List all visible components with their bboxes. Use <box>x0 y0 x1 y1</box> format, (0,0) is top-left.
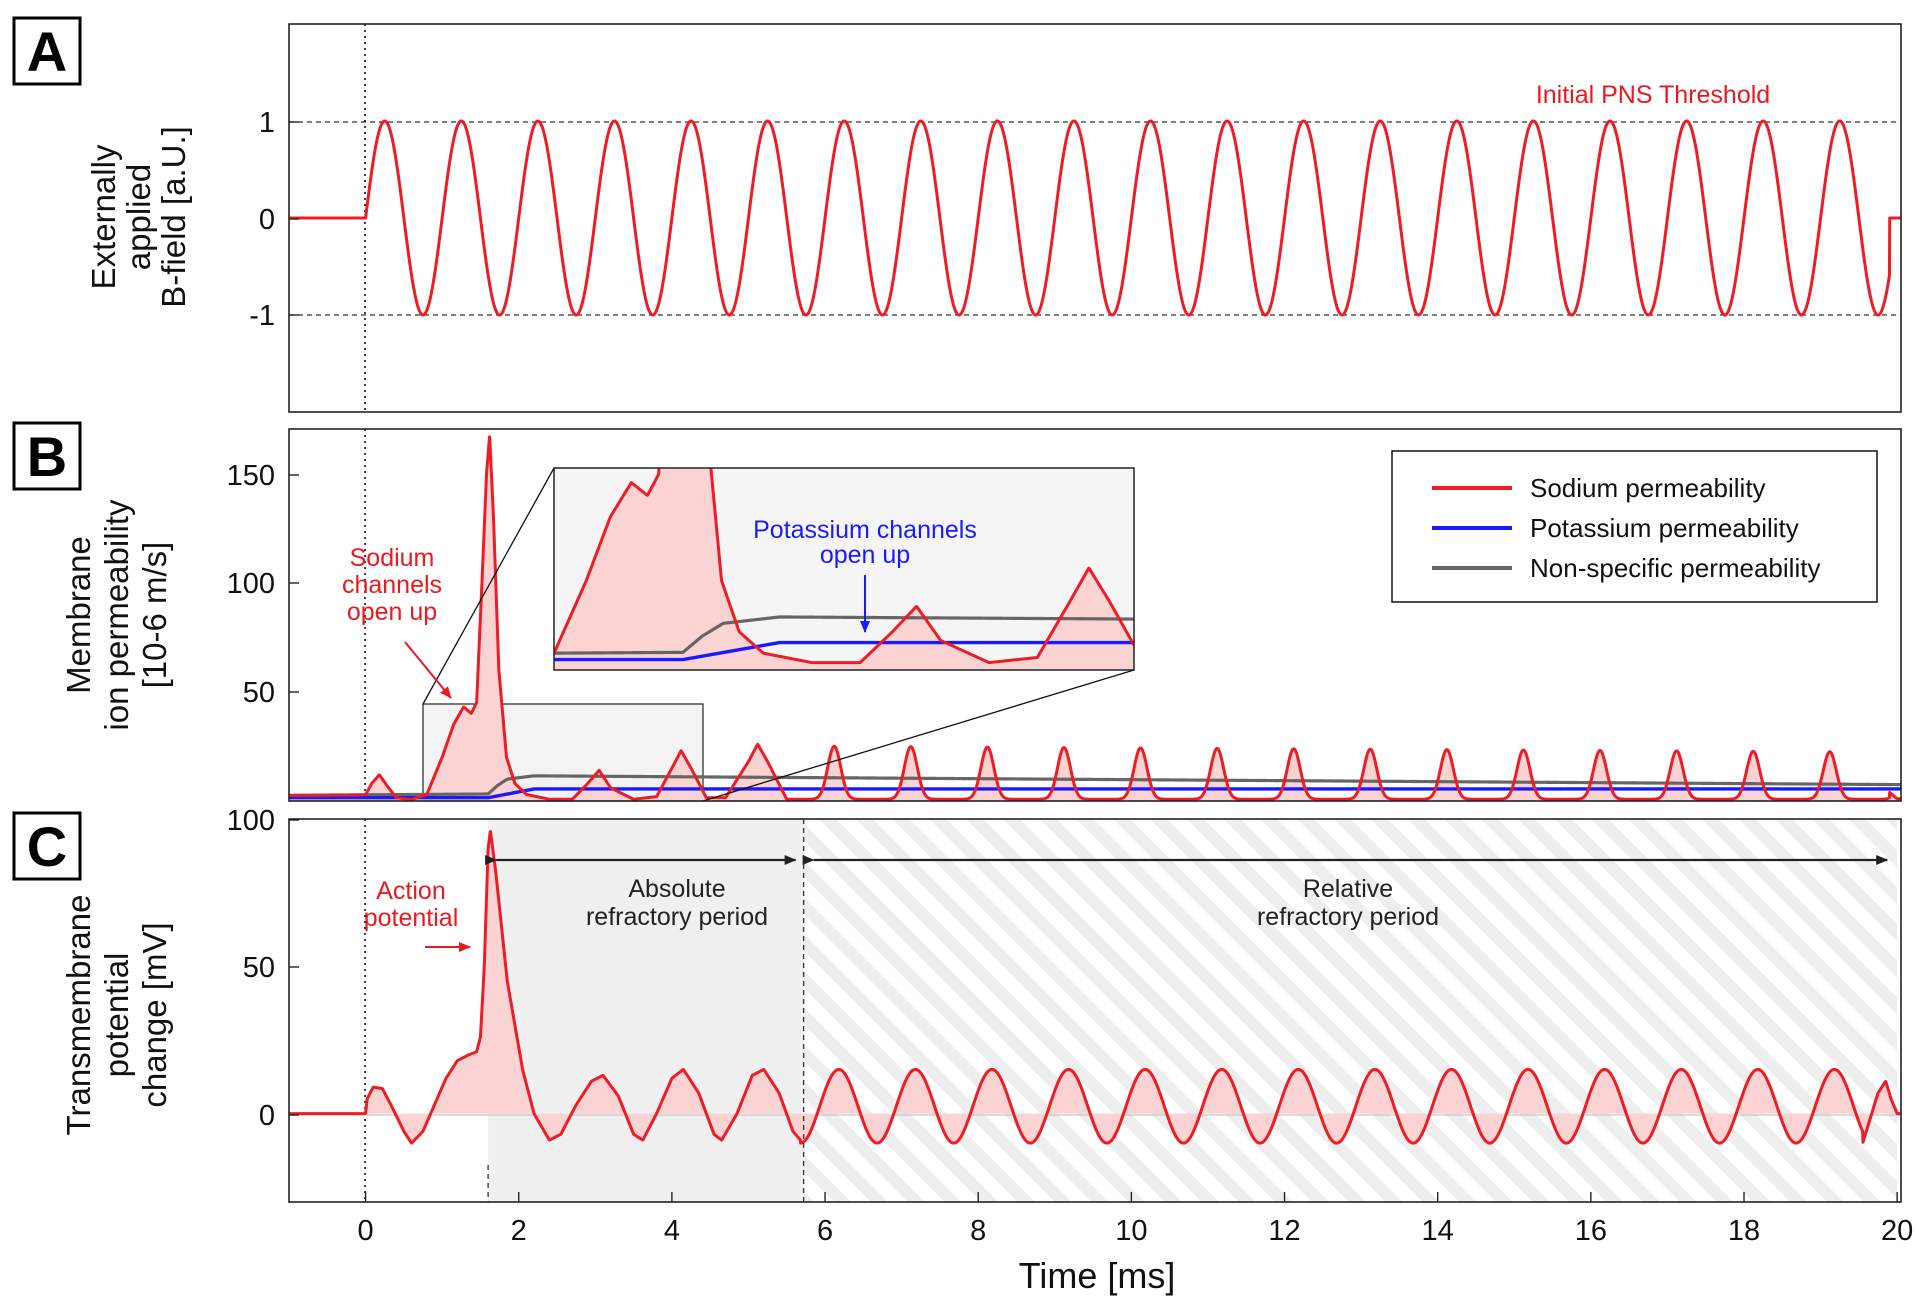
x-tick-label: 14 <box>1422 1215 1454 1247</box>
panel-a-ytick-label: 1 <box>259 107 275 139</box>
panel-a-bfield-series <box>289 119 1901 317</box>
panel-b-sodium-arrow <box>404 641 452 699</box>
panel-b: B Membrane ion permeability [10-6 m/s] <box>12 421 1902 802</box>
x-tick-label: 2 <box>511 1215 527 1247</box>
inset-sodium-fill <box>554 468 1134 670</box>
action-potential-label-line-2: potential <box>364 904 459 932</box>
panel-b-frame <box>288 428 1902 802</box>
panel-c-ylabel-line-3: change [mV] <box>136 922 173 1107</box>
panel-b-sodium-annotation-line-2: channels <box>342 571 442 599</box>
panel-b-ylabel-line-1: Membrane <box>60 536 97 694</box>
action-potential-label-line-1: Action <box>376 877 445 905</box>
x-tick-label: 20 <box>1881 1215 1913 1247</box>
panel-b-letter-box <box>12 421 82 491</box>
panel-b-zoom-connector <box>422 467 555 705</box>
panel-c-potential-series <box>289 830 1901 1145</box>
relative-refractory-label-line-2: refractory period <box>1257 903 1439 931</box>
panel-c-frame <box>288 818 1902 1203</box>
panel-a: A Externally applied B-field [a.U.] Init… <box>12 16 1902 413</box>
panel-b-zoom-connector <box>702 669 1135 802</box>
panel-c-ytick-label: 0 <box>259 1100 275 1132</box>
panel-b-potassium-series <box>289 787 1901 800</box>
panel-a-threshold-annotation: Initial PNS Threshold <box>1536 81 1770 109</box>
x-tick-label: 16 <box>1575 1215 1607 1247</box>
inset-sodium-series <box>554 468 1134 665</box>
panel-a-letter-box <box>12 16 82 86</box>
relative-refractory-label-line-1: Relative <box>1303 875 1393 903</box>
panel-a-ytick-label: -1 <box>249 300 275 332</box>
panel-b-nonspecific-series <box>289 774 1901 797</box>
panel-c-yticks: 0 50 100 <box>227 805 299 1132</box>
panel-b-ytick-label: 100 <box>227 568 275 600</box>
panel-c-ytick-label: 50 <box>243 952 275 984</box>
panel-b-letter: B <box>27 425 67 488</box>
panel-c-xticks: 0 2 4 6 8 10 12 14 16 18 20 <box>358 1192 1913 1247</box>
legend-label-nonspecific: Non-specific permeability <box>1530 553 1820 583</box>
panel-b-sodium-annotation-line-3: open up <box>347 598 437 626</box>
panel-b-ytick-label: 150 <box>227 460 275 492</box>
panel-b-yticks: 50 100 150 <box>227 460 299 709</box>
absolute-refractory-label-line-2: refractory period <box>586 903 768 931</box>
legend-label-sodium: Sodium permeability <box>1530 473 1766 503</box>
x-tick-label: 8 <box>970 1215 986 1247</box>
panel-c-ylabel-line-2: potential <box>98 953 135 1078</box>
panel-c-potential-fill <box>289 831 1901 1144</box>
panel-b-series <box>289 435 1901 801</box>
inset-potassium-series <box>554 640 1134 662</box>
panel-a-letter: A <box>27 20 67 83</box>
inset-potassium-annotation-line-2: open up <box>820 541 910 569</box>
x-tick-label: 0 <box>358 1215 374 1247</box>
panel-b-legend: Sodium permeability Potassium permeabili… <box>1391 450 1878 603</box>
legend-label-potassium: Potassium permeability <box>1530 513 1799 543</box>
panel-c-series <box>289 830 1901 1145</box>
inset-potassium-annotation-line-1: Potassium channels <box>753 516 977 544</box>
panel-c-letter: C <box>27 815 67 878</box>
x-tick-label: 6 <box>817 1215 833 1247</box>
absolute-refractory-shading <box>488 819 804 1202</box>
panel-c: C Transmembrane potential change [mV] Ab… <box>12 805 1913 1296</box>
panel-b-inset-frame <box>553 467 1135 671</box>
panel-a-ylabel-line-3: B-field [a.U.] <box>155 126 192 308</box>
panel-c-letter-box <box>12 811 82 881</box>
inset-nonspecific-series <box>554 615 1134 655</box>
panel-a-ylabel-line-2: applied <box>120 164 157 270</box>
x-axis-label: Time [ms] <box>1019 1255 1176 1296</box>
panel-b-ylabel-line-3: [10-6 m/s] <box>136 542 173 689</box>
absolute-refractory-label-line-1: Absolute <box>628 875 725 903</box>
x-tick-label: 12 <box>1268 1215 1300 1247</box>
x-tick-label: 18 <box>1728 1215 1760 1247</box>
panel-c-ytick-label: 100 <box>227 805 275 837</box>
panel-b-inset: Potassium channels open up <box>553 467 1135 671</box>
panel-b-sodium-fill <box>289 436 1901 801</box>
panel-c-ylabel-line-1: Transmembrane <box>60 895 97 1136</box>
panel-a-frame <box>288 23 1902 413</box>
legend-frame <box>1391 450 1878 603</box>
x-tick-label: 10 <box>1115 1215 1147 1247</box>
panel-b-ytick-label: 50 <box>243 677 275 709</box>
panel-a-yticks: 1 0 -1 <box>249 107 299 332</box>
panel-b-sodium-annotation-line-1: Sodium <box>350 544 435 572</box>
panel-b-sodium-series <box>289 435 1901 801</box>
panel-a-ylabel-line-1: Externally <box>85 144 122 289</box>
panel-a-ytick-label: 0 <box>259 204 275 236</box>
panel-b-ylabel-line-2: ion permeability <box>98 499 135 731</box>
x-tick-label: 4 <box>664 1215 680 1247</box>
